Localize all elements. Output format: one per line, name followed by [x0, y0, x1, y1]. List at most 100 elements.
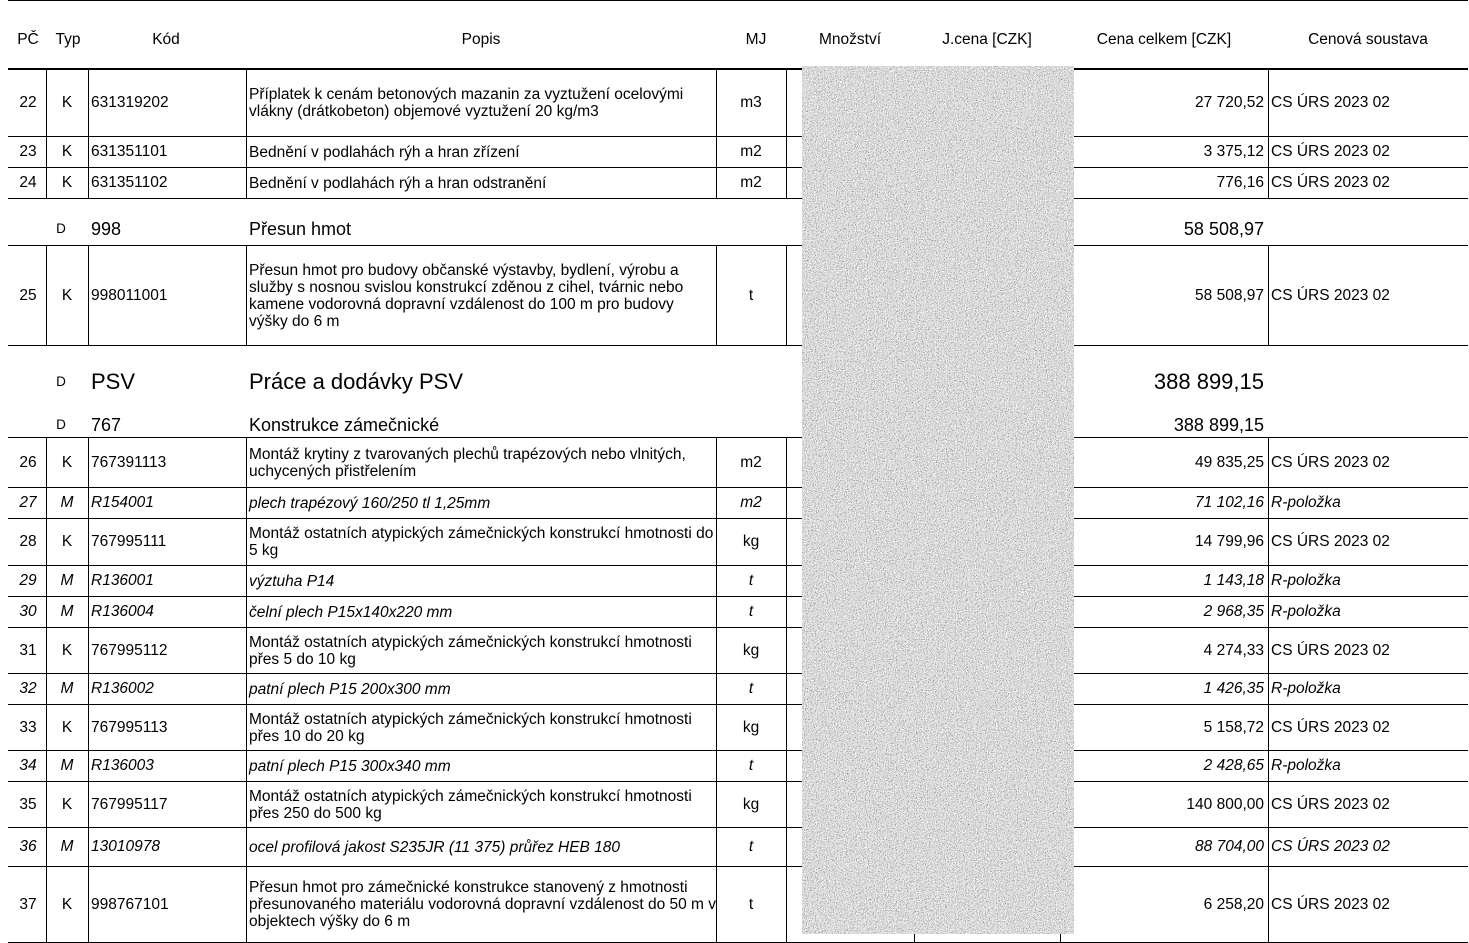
row-kod: 631351102 [91, 174, 168, 191]
row-pc: 35 [19, 795, 37, 813]
row-typ: K [61, 795, 73, 813]
row-pc: 37 [19, 895, 37, 913]
column-divider [1268, 487, 1269, 518]
column-divider [716, 136, 717, 167]
column-divider [46, 136, 47, 167]
column-divider [46, 245, 47, 345]
row-bottom-border [8, 345, 1468, 346]
header-popis: Popis [461, 31, 501, 48]
row-mj: t [748, 286, 754, 304]
column-divider [786, 518, 787, 565]
column-divider [46, 596, 47, 627]
column-divider [716, 704, 717, 750]
column-divider [246, 437, 247, 487]
section-total: 58 508,97 [1183, 219, 1264, 239]
column-divider [88, 167, 89, 198]
row-soustava: CS ÚRS 2023 02 [1271, 838, 1390, 855]
column-divider [88, 487, 89, 518]
row-top-border [8, 673, 1468, 674]
row-pc: 25 [19, 286, 37, 304]
row-pc: 32 [19, 680, 37, 697]
row-kod: R154001 [91, 494, 154, 511]
column-divider [46, 750, 47, 781]
row-soustava: CS ÚRS 2023 02 [1271, 174, 1390, 191]
row-kod: 13010978 [91, 838, 160, 855]
row-pc: 27 [19, 494, 37, 511]
row-top-border [8, 487, 1468, 488]
section-total: 388 899,15 [1173, 415, 1264, 435]
column-divider [88, 827, 89, 866]
row-cena: 1 143,18 [1203, 572, 1264, 589]
column-divider [88, 565, 89, 596]
section-code: PSV [91, 369, 136, 394]
column-divider [88, 245, 89, 345]
column-divider [46, 827, 47, 866]
row-cena: 4 274,33 [1203, 641, 1264, 659]
row-mj: t [748, 603, 754, 620]
row-soustava: R-položka [1271, 680, 1341, 697]
column-divider [1268, 565, 1269, 596]
column-divider [88, 596, 89, 627]
header-mj: MJ [745, 31, 767, 48]
row-typ: M [60, 603, 74, 620]
header-typ: Typ [55, 31, 81, 48]
column-divider [786, 167, 787, 198]
row-mj: kg [742, 718, 760, 736]
header-kod: Kód [152, 31, 180, 48]
column-divider [246, 750, 247, 781]
column-divider [246, 136, 247, 167]
row-typ: K [61, 895, 73, 913]
row-cena: 776,16 [1216, 174, 1264, 191]
row-top-border [8, 596, 1468, 597]
row-soustava: R-položka [1271, 757, 1341, 774]
row-mj: kg [742, 795, 760, 813]
header-mnozstvi: Množství [818, 31, 881, 48]
column-divider [786, 565, 787, 596]
column-divider [1268, 781, 1269, 827]
column-divider [786, 750, 787, 781]
column-divider [1268, 596, 1269, 627]
redacted-area [802, 66, 1074, 934]
column-divider [46, 68, 47, 136]
row-mj: t [748, 680, 754, 697]
row-top-border [8, 245, 1468, 246]
row-typ: K [61, 533, 73, 550]
column-divider [786, 68, 787, 136]
column-divider [786, 596, 787, 627]
row-soustava: CS ÚRS 2023 02 [1271, 143, 1390, 160]
column-divider [88, 704, 89, 750]
column-divider [246, 627, 247, 673]
row-top-border [8, 704, 1468, 705]
column-divider [246, 596, 247, 627]
row-kod: R136002 [91, 680, 154, 697]
header-pc: PČ [17, 31, 39, 48]
column-divider [246, 866, 247, 942]
row-kod: 998011001 [91, 286, 168, 304]
column-divider [88, 781, 89, 827]
row-pc: 30 [19, 603, 37, 620]
column-divider [1268, 704, 1269, 750]
column-divider [1268, 136, 1269, 167]
row-kod: 998767101 [91, 895, 169, 913]
column-divider [88, 627, 89, 673]
row-top-border [8, 627, 1468, 628]
row-bottom-border [8, 198, 1468, 199]
row-pc: 29 [19, 572, 37, 589]
column-divider [716, 518, 717, 565]
section-total: 388 899,15 [1153, 369, 1264, 394]
row-cena: 2 428,65 [1203, 757, 1264, 774]
row-soustava: CS ÚRS 2023 02 [1271, 641, 1390, 659]
column-divider [88, 68, 89, 136]
row-popis: Montáž ostatních atypických zámečnických… [249, 787, 692, 822]
column-divider [246, 781, 247, 827]
row-cena: 2 968,35 [1203, 603, 1264, 620]
column-divider [246, 827, 247, 866]
row-top-border [8, 437, 1468, 438]
section-tag: D [56, 221, 66, 236]
row-pc: 31 [19, 641, 37, 659]
section-tag: D [56, 417, 66, 432]
row-popis: Montáž ostatních atypických zámečnických… [249, 633, 692, 668]
row-cena: 140 800,00 [1186, 795, 1264, 813]
section-tag: D [56, 374, 66, 389]
